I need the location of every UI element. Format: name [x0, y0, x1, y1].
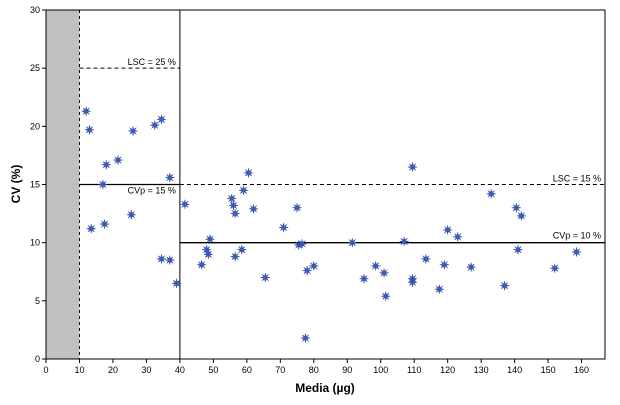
data-point-30 [292, 203, 302, 213]
x-tick-label-13: 130 [474, 365, 489, 375]
data-point-9 [150, 120, 160, 130]
data-point-7 [126, 210, 137, 220]
data-points [81, 106, 582, 343]
x-tick-label-2: 20 [108, 365, 118, 375]
data-point-29 [279, 222, 289, 233]
reference-lines [78, 10, 605, 359]
x-tick-label-8: 80 [309, 365, 319, 375]
data-point-38 [371, 261, 381, 271]
x-tick-label-0: 0 [43, 365, 48, 375]
data-point-42 [407, 162, 418, 172]
data-point-23 [230, 251, 240, 262]
data-point-35 [309, 261, 319, 271]
data-point-27 [248, 204, 259, 214]
data-point-37 [359, 274, 369, 284]
y-tick-label-2: 10 [30, 238, 40, 248]
shaded-region [46, 10, 80, 359]
data-point-14 [171, 278, 182, 289]
data-point-57 [571, 247, 582, 257]
data-point-41 [399, 236, 409, 247]
x-axis-ticks: 0 10 20 30 40 50 60 70 80 90 100 110 120 130 140 150 160 [43, 359, 589, 375]
data-point-55 [516, 211, 526, 221]
data-point-48 [443, 225, 453, 235]
data-point-5 [101, 160, 111, 170]
data-point-28 [260, 272, 270, 283]
data-point-56 [550, 263, 560, 273]
data-point-49 [453, 232, 463, 242]
data-point-11 [156, 254, 167, 264]
data-point-40 [381, 291, 391, 301]
data-point-3 [98, 179, 108, 190]
x-axis-title: Media (µg) [295, 381, 355, 395]
data-point-34 [302, 265, 312, 276]
data-point-52 [499, 281, 510, 291]
data-point-4 [99, 219, 110, 229]
y-tick-label-4: 20 [30, 121, 40, 131]
data-point-6 [113, 155, 123, 165]
y-tick-label-5: 25 [30, 63, 40, 73]
data-point-16 [197, 260, 207, 270]
data-point-15 [180, 199, 190, 209]
data-point-24 [237, 245, 247, 255]
data-point-13 [165, 255, 175, 265]
reference-labels: LSC = 25 % CVp = 15 % LSC = 15 % CVp = 10 % [128, 57, 601, 241]
data-point-12 [165, 172, 175, 183]
data-point-33 [300, 333, 311, 343]
data-point-18 [203, 249, 213, 259]
data-point-21 [228, 200, 239, 211]
data-point-36 [347, 238, 357, 248]
reference-label-2: LSC = 15 % [553, 174, 601, 184]
reference-label-1: CVp = 15 % [128, 186, 176, 196]
x-tick-label-16: 160 [574, 365, 589, 375]
x-tick-label-6: 60 [242, 365, 252, 375]
reference-label-3: CVp = 10 % [553, 231, 601, 241]
y-axis-title: CV (%) [9, 165, 23, 204]
y-axis-ticks: 0 5 10 15 20 25 30 [30, 5, 46, 364]
x-tick-label-3: 30 [141, 365, 151, 375]
data-point-46 [434, 284, 444, 294]
data-point-50 [466, 262, 476, 272]
data-point-2 [86, 224, 96, 234]
data-point-1 [84, 125, 95, 135]
x-tick-label-12: 120 [440, 365, 455, 375]
y-tick-label-0: 0 [35, 354, 40, 364]
x-tick-label-4: 40 [175, 365, 185, 375]
data-point-54 [513, 245, 523, 255]
data-point-19 [205, 234, 215, 244]
data-point-47 [439, 260, 449, 270]
data-point-53 [511, 203, 521, 213]
data-point-45 [421, 254, 431, 264]
y-tick-label-6: 30 [30, 5, 40, 15]
x-tick-label-5: 50 [208, 365, 218, 375]
data-point-32 [297, 239, 307, 249]
data-point-22 [230, 208, 240, 219]
data-point-8 [128, 126, 138, 136]
x-tick-label-14: 140 [507, 365, 522, 375]
x-tick-label-10: 100 [373, 365, 388, 375]
x-tick-label-11: 110 [407, 365, 421, 375]
x-tick-label-9: 90 [342, 365, 352, 375]
data-point-20 [227, 193, 237, 204]
x-tick-label-7: 70 [275, 365, 285, 375]
x-tick-label-15: 150 [541, 365, 556, 375]
data-point-44 [407, 277, 418, 287]
data-point-10 [156, 114, 167, 124]
data-point-51 [486, 189, 496, 199]
x-tick-label-1: 10 [74, 365, 84, 375]
data-point-39 [379, 268, 389, 278]
reference-label-0: LSC = 25 % [128, 57, 176, 67]
y-tick-label-1: 5 [35, 296, 40, 306]
data-point-25 [238, 185, 249, 195]
data-point-0 [81, 106, 91, 116]
y-tick-label-3: 15 [30, 180, 40, 190]
data-point-26 [243, 168, 254, 178]
